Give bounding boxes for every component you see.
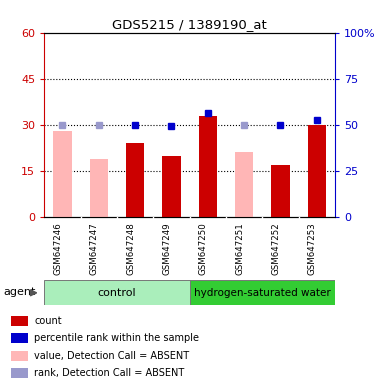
Bar — [199, 116, 217, 217]
Bar — [235, 152, 253, 217]
Text: count: count — [34, 316, 62, 326]
Text: GSM647246: GSM647246 — [54, 222, 62, 275]
Text: GSM647253: GSM647253 — [308, 222, 317, 275]
Bar — [44, 280, 190, 305]
Text: GSM647247: GSM647247 — [90, 222, 99, 275]
Text: value, Detection Call = ABSENT: value, Detection Call = ABSENT — [34, 351, 189, 361]
Text: rank, Detection Call = ABSENT: rank, Detection Call = ABSENT — [34, 368, 184, 378]
Bar — [12, 333, 28, 343]
Bar — [308, 125, 326, 217]
Bar — [126, 143, 144, 217]
Text: GSM647252: GSM647252 — [271, 222, 280, 275]
Bar — [12, 368, 28, 378]
Text: GSM647249: GSM647249 — [162, 222, 171, 275]
Text: GSM647248: GSM647248 — [126, 222, 135, 275]
Text: agent: agent — [3, 287, 36, 297]
Text: GSM647251: GSM647251 — [235, 222, 244, 275]
Bar — [271, 165, 290, 217]
Text: control: control — [98, 288, 136, 298]
Bar — [54, 131, 72, 217]
Bar — [12, 351, 28, 361]
Bar — [12, 316, 28, 326]
Text: percentile rank within the sample: percentile rank within the sample — [34, 333, 199, 343]
Bar — [190, 280, 335, 305]
Bar — [90, 159, 108, 217]
Bar — [162, 156, 181, 217]
Text: GSM647250: GSM647250 — [199, 222, 208, 275]
Title: GDS5215 / 1389190_at: GDS5215 / 1389190_at — [112, 18, 267, 31]
Text: hydrogen-saturated water: hydrogen-saturated water — [194, 288, 331, 298]
